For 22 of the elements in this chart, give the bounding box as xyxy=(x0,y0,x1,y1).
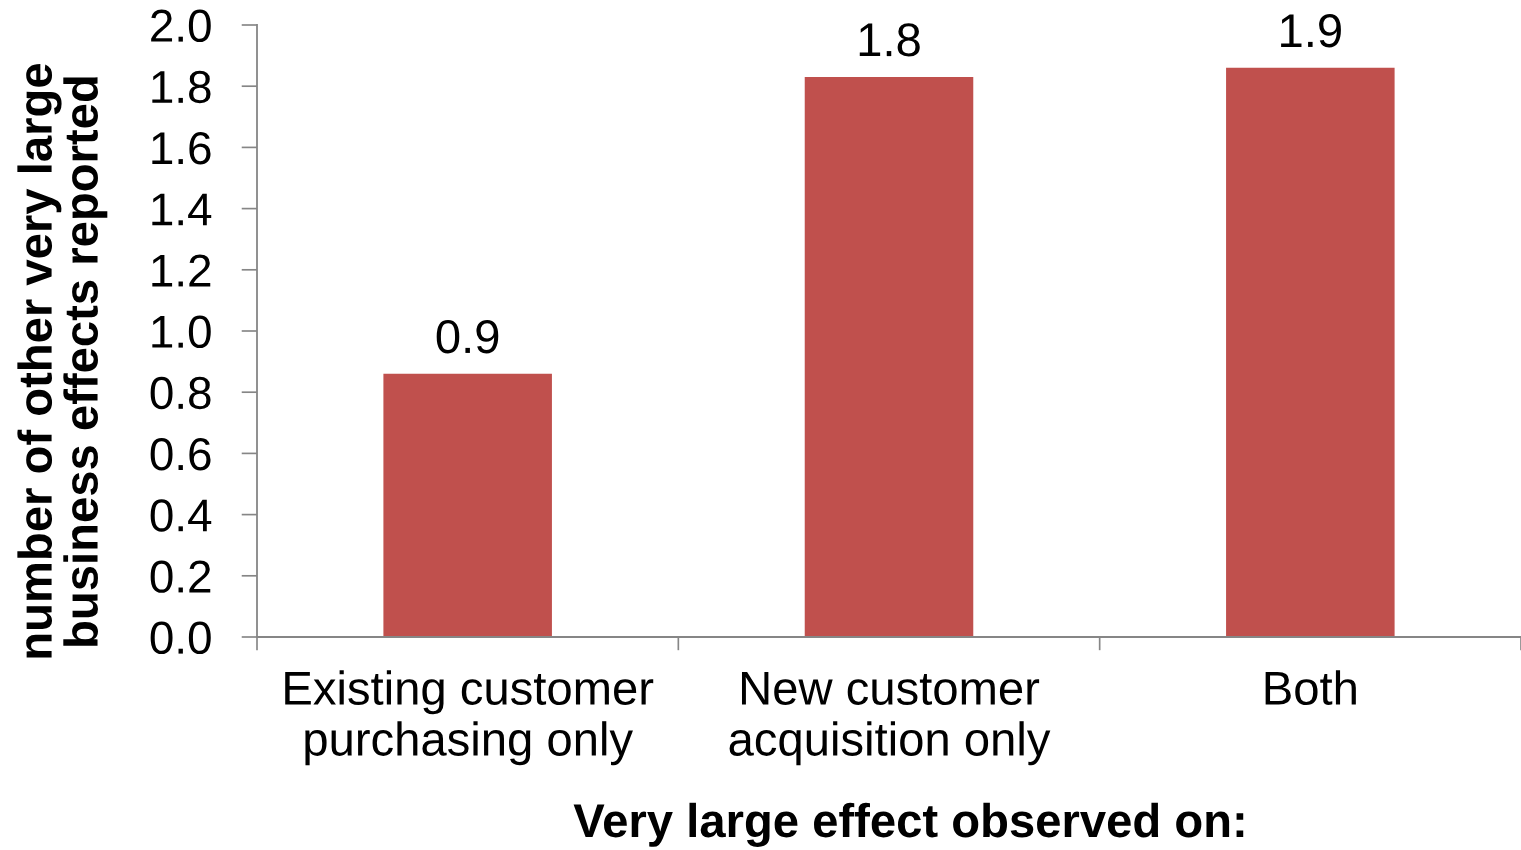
y-tick-label: 2.0 xyxy=(151,9,211,43)
y-tick-label: 1.4 xyxy=(152,193,212,226)
x-tick-label: Both xyxy=(1265,670,1356,706)
x-axis-title: Very large effect observed on: xyxy=(573,802,1244,847)
y-tick-label: 1.0 xyxy=(152,315,211,349)
bar xyxy=(1226,67,1395,637)
data-label: 1.8 xyxy=(859,23,920,57)
y-tick-label: 0.6 xyxy=(150,438,211,471)
y-tick-label: 1.8 xyxy=(152,70,211,104)
y-tick-label: 1.6 xyxy=(152,132,211,165)
y-axis-title: number of other very large business effects reported xyxy=(17,64,108,658)
data-label: 0.9 xyxy=(436,319,499,354)
x-tick-label: Existing customer purchasing only xyxy=(285,670,654,766)
bar xyxy=(383,373,552,637)
bar xyxy=(804,77,974,637)
y-tick-label: 0.2 xyxy=(150,560,211,593)
data-label: 1.9 xyxy=(1281,13,1341,48)
y-tick-label: 0.4 xyxy=(150,499,212,532)
y-tick-label: 1.2 xyxy=(152,254,211,287)
y-tick-label: 0.0 xyxy=(150,621,211,655)
y-tick-label: 0.8 xyxy=(150,376,211,410)
x-tick-label: New customer acquisition only xyxy=(729,672,1051,766)
